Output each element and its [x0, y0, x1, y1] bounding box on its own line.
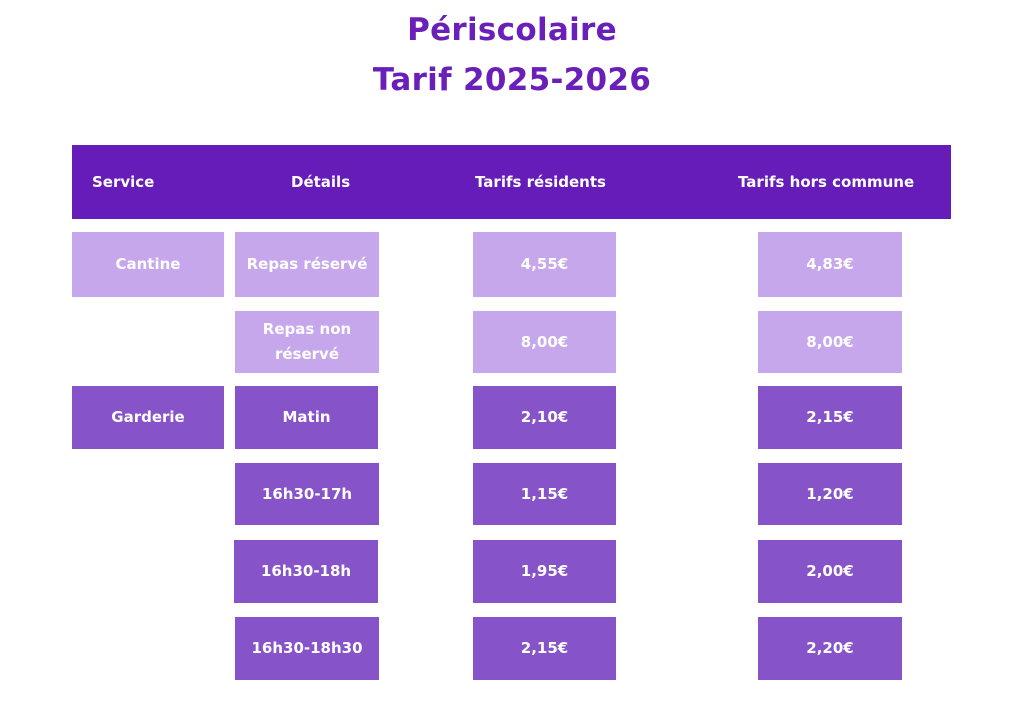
- detail-cell: 16h30-18h: [234, 540, 378, 603]
- tarif-residents-cell: 8,00€: [473, 311, 616, 373]
- page-title-line-2: Tarif 2025-2026: [372, 62, 652, 98]
- tarif-hors-commune-cell: 2,00€: [758, 540, 902, 603]
- header-details: Détails: [291, 173, 351, 191]
- service-garderie: Garderie: [72, 386, 224, 449]
- header-tarifs-hors-commune: Tarifs hors commune: [738, 173, 915, 191]
- table-header: Service Détails Tarifs résidents Tarifs …: [72, 145, 951, 219]
- tarif-residents-cell: 2,10€: [473, 386, 616, 449]
- detail-cell: 16h30-18h30: [235, 617, 379, 680]
- header-tarifs-residents: Tarifs résidents: [475, 173, 606, 191]
- tarif-hors-commune-cell: 1,20€: [758, 463, 902, 525]
- tarif-residents-cell: 1,15€: [473, 463, 616, 525]
- tarif-hors-commune-cell: 2,20€: [758, 617, 902, 680]
- page-title-line-1: Périscolaire: [407, 12, 617, 48]
- tarif-hors-commune-cell: 2,15€: [758, 386, 902, 449]
- detail-cell: Repas réservé: [235, 232, 379, 297]
- detail-cell: Repas non réservé: [235, 311, 379, 373]
- tarif-residents-cell: 2,15€: [473, 617, 616, 680]
- service-cantine: Cantine: [72, 232, 224, 297]
- tarif-hors-commune-cell: 4,83€: [758, 232, 902, 297]
- tarif-residents-cell: 1,95€: [473, 540, 616, 603]
- detail-cell: 16h30-17h: [235, 463, 379, 525]
- tarif-residents-cell: 4,55€: [473, 232, 616, 297]
- detail-cell: Matin: [235, 386, 378, 449]
- header-service: Service: [92, 173, 155, 191]
- tarif-hors-commune-cell: 8,00€: [758, 311, 902, 373]
